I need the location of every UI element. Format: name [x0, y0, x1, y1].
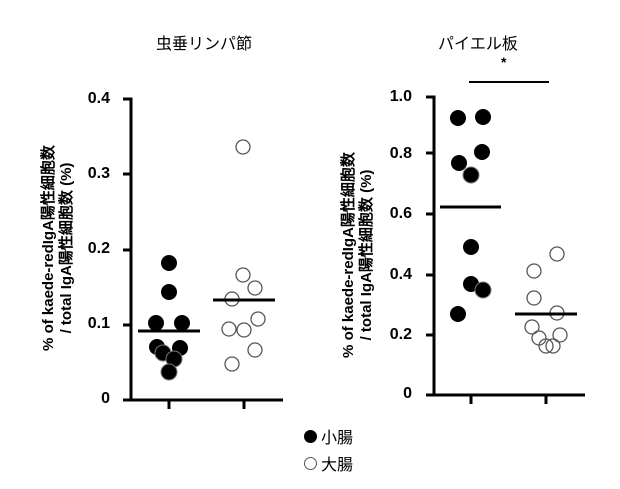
right-tick-0.4: 0.4: [389, 266, 412, 283]
left-chart-title: 虫垂リンパ節: [156, 34, 253, 53]
right-tick-0.8: 0.8: [389, 145, 412, 162]
left-tick-0.4: 0.4: [87, 90, 110, 107]
right-tick-0.6: 0.6: [389, 205, 412, 222]
left-tick-0: 0: [101, 390, 110, 407]
left-tick-0.2: 0.2: [87, 240, 110, 257]
left-series-large-intestine: [221, 139, 266, 372]
open-circle-icon: [304, 456, 317, 470]
legend-label: 小腸: [321, 428, 354, 447]
right-tick-0.2: 0.2: [389, 326, 412, 343]
right-axes: [426, 95, 585, 404]
legend-label: 大腸: [321, 455, 354, 474]
significance-star: *: [501, 54, 507, 70]
left-axes: [123, 97, 283, 409]
right-series-small-intestine: [450, 109, 492, 322]
right-series-large-intestine: [524, 246, 568, 354]
right-tick-1.0: 1.0: [389, 88, 412, 105]
left-tick-0.1: 0.1: [87, 315, 110, 332]
right-chart-title: パイエル板: [438, 34, 518, 53]
left-tick-0.3: 0.3: [87, 165, 110, 182]
legend-item-small-intestine: 小腸: [304, 424, 353, 448]
filled-circle-icon: [304, 429, 317, 443]
left-series-small-intestine: [148, 255, 190, 381]
right-tick-0: 0: [403, 385, 412, 402]
legend-item-large-intestine: 大腸: [304, 451, 353, 475]
